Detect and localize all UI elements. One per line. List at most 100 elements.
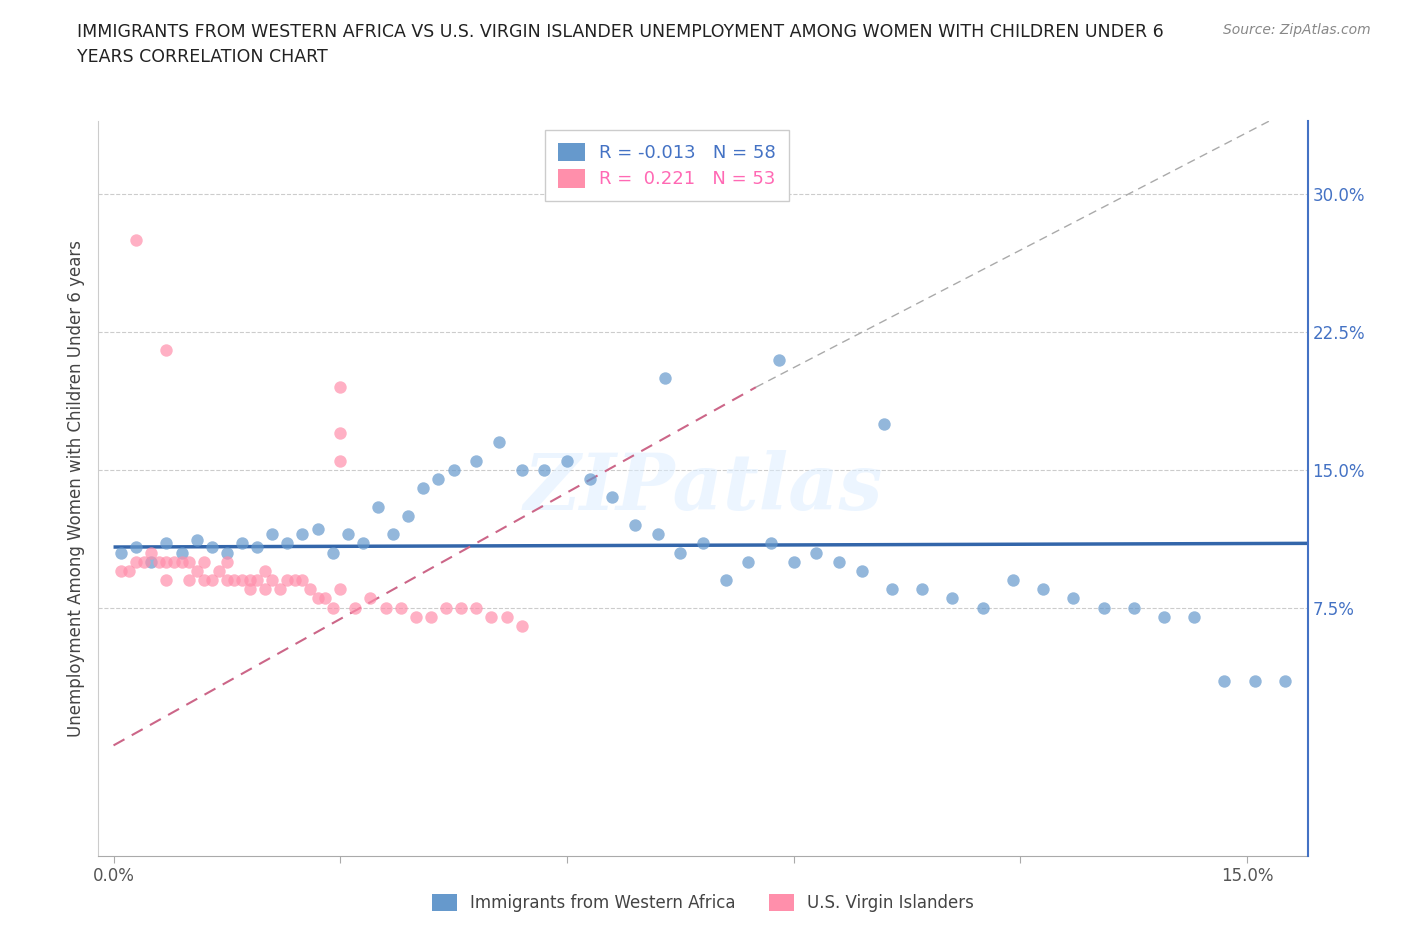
Point [768,352,790,367]
Point [488,435,510,450]
Point [239,582,262,597]
Point [284,573,307,588]
Point [1032,582,1054,597]
Point [322,600,344,615]
Point [533,462,555,477]
Point [329,379,352,394]
Point [692,536,714,551]
Point [1062,591,1084,606]
Point [253,564,276,578]
Point [224,573,246,588]
Point [412,481,434,496]
Point [276,573,298,588]
Point [405,609,427,624]
Point [125,554,148,569]
Point [148,554,170,569]
Point [269,582,291,597]
Point [179,573,201,588]
Point [155,573,177,588]
Point [828,554,851,569]
Point [495,609,517,624]
Point [336,526,359,541]
Point [647,526,669,541]
Point [215,545,238,560]
Point [299,582,322,597]
Point [186,532,208,547]
Point [443,462,465,477]
Point [291,573,314,588]
Point [262,526,284,541]
Point [782,554,804,569]
Point [201,539,224,554]
Point [155,343,177,358]
Point [262,573,284,588]
Point [307,591,329,606]
Point [329,582,352,597]
Y-axis label: Unemployment Among Women with Children Under 6 years: Unemployment Among Women with Children U… [66,240,84,737]
Point [851,564,873,578]
Point [1122,600,1144,615]
Point [186,564,208,578]
Point [125,232,148,247]
Point [253,582,276,597]
Legend: Immigrants from Western Africa, U.S. Virgin Islanders: Immigrants from Western Africa, U.S. Vir… [423,886,983,921]
Point [155,554,177,569]
Point [602,490,624,505]
Point [193,573,215,588]
Point [555,453,578,468]
Point [208,564,231,578]
Point [737,554,759,569]
Point [141,545,163,560]
Point [1001,573,1024,588]
Point [360,591,382,606]
Point [201,573,224,588]
Point [307,521,329,536]
Point [231,573,253,588]
Point [465,453,488,468]
Point [170,554,193,569]
Point [193,554,215,569]
Point [179,554,201,569]
Point [246,573,269,588]
Point [389,600,412,615]
Point [352,536,374,551]
Point [382,526,405,541]
Point [132,554,155,569]
Point [276,536,298,551]
Point [329,426,352,441]
Point [880,582,903,597]
Point [669,545,692,560]
Point [155,536,177,551]
Point [118,564,141,578]
Point [510,618,533,633]
Point [759,536,782,551]
Point [654,370,676,385]
Point [141,554,163,569]
Point [420,609,443,624]
Point [231,536,253,551]
Point [239,573,262,588]
Point [344,600,367,615]
Point [450,600,472,615]
Point [329,453,352,468]
Point [110,564,132,578]
Point [578,472,600,486]
Point [806,545,828,560]
Point [434,600,457,615]
Point [465,600,488,615]
Point [911,582,934,597]
Point [1153,609,1175,624]
Point [367,499,389,514]
Point [1182,609,1205,624]
Point [163,554,186,569]
Point [624,517,647,532]
Point [396,509,419,524]
Text: IMMIGRANTS FROM WESTERN AFRICA VS U.S. VIRGIN ISLANDER UNEMPLOYMENT AMONG WOMEN : IMMIGRANTS FROM WESTERN AFRICA VS U.S. V… [77,23,1164,66]
Point [941,591,963,606]
Text: ZIPatlas: ZIPatlas [523,450,883,526]
Point [125,539,148,554]
Point [170,545,193,560]
Point [322,545,344,560]
Point [374,600,396,615]
Point [246,539,269,554]
